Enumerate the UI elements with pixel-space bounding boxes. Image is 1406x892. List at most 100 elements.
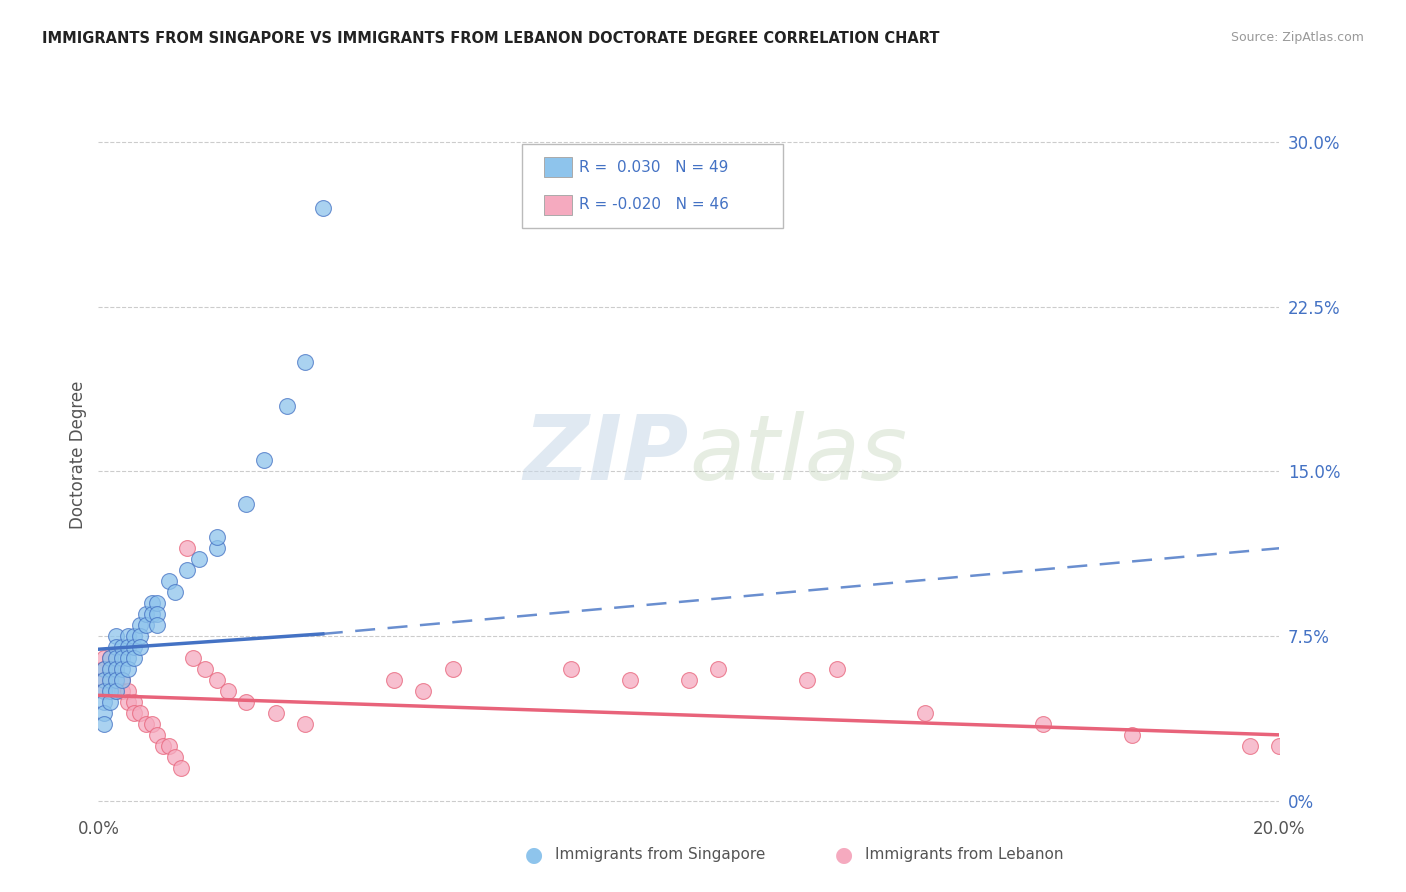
Point — [105, 640, 128, 654]
Text: R =  0.030   N = 49: R = 0.030 N = 49 — [579, 160, 728, 175]
Point — [312, 201, 335, 215]
Point — [111, 640, 134, 654]
Point — [117, 629, 139, 643]
Point — [294, 354, 316, 368]
Point — [1268, 739, 1291, 753]
Point — [128, 706, 150, 720]
Point — [122, 651, 145, 665]
Point — [146, 728, 169, 742]
Point — [122, 706, 145, 720]
Point — [93, 651, 115, 665]
Point — [135, 717, 157, 731]
Text: ZIP: ZIP — [523, 411, 689, 499]
Point — [105, 662, 128, 676]
Point — [707, 662, 730, 676]
Point — [157, 739, 180, 753]
Point — [105, 629, 128, 643]
Text: R = -0.020   N = 46: R = -0.020 N = 46 — [579, 197, 728, 212]
Point — [93, 662, 115, 676]
Point — [294, 717, 316, 731]
Point — [128, 629, 150, 643]
Point — [619, 673, 641, 687]
Point — [194, 662, 217, 676]
Point — [105, 673, 128, 687]
Point — [205, 673, 228, 687]
Point — [105, 651, 128, 665]
Point — [98, 651, 121, 665]
Point — [235, 695, 257, 709]
Point — [264, 706, 287, 720]
Point — [176, 541, 198, 556]
Point — [1032, 717, 1054, 731]
Point — [165, 585, 187, 599]
Text: atlas: atlas — [689, 411, 907, 499]
Point — [276, 399, 298, 413]
Point — [93, 717, 115, 731]
Point — [117, 640, 139, 654]
Point — [1239, 739, 1261, 753]
Point — [117, 662, 139, 676]
Point — [152, 739, 174, 753]
Point — [122, 695, 145, 709]
Point — [825, 662, 848, 676]
Point — [122, 640, 145, 654]
Point — [93, 673, 115, 687]
Point — [170, 761, 193, 775]
Point — [181, 651, 204, 665]
Point — [217, 684, 239, 698]
Text: ●: ● — [835, 845, 852, 864]
Point — [105, 684, 128, 698]
Point — [560, 662, 582, 676]
Y-axis label: Doctorate Degree: Doctorate Degree — [69, 381, 87, 529]
Point — [93, 662, 115, 676]
Point — [187, 552, 209, 566]
Point — [441, 662, 464, 676]
Point — [111, 662, 134, 676]
Point — [105, 684, 128, 698]
Point — [93, 684, 115, 698]
Point — [141, 717, 163, 731]
Point — [111, 673, 134, 687]
Point — [93, 684, 115, 698]
Point — [98, 673, 121, 687]
Point — [93, 673, 115, 687]
Text: Source: ZipAtlas.com: Source: ZipAtlas.com — [1230, 31, 1364, 45]
Point — [128, 640, 150, 654]
Point — [117, 651, 139, 665]
Text: Immigrants from Singapore: Immigrants from Singapore — [555, 847, 766, 862]
Point — [111, 651, 134, 665]
Point — [117, 695, 139, 709]
Point — [412, 684, 434, 698]
Point — [796, 673, 818, 687]
Point — [146, 607, 169, 621]
Point — [253, 453, 276, 467]
Point — [98, 673, 121, 687]
Point — [157, 574, 180, 589]
Point — [122, 629, 145, 643]
Point — [165, 749, 187, 764]
Point — [176, 563, 198, 577]
Point — [128, 618, 150, 632]
Point — [382, 673, 405, 687]
Point — [141, 607, 163, 621]
Point — [135, 618, 157, 632]
Text: Immigrants from Lebanon: Immigrants from Lebanon — [865, 847, 1063, 862]
Point — [205, 530, 228, 544]
Point — [678, 673, 700, 687]
Point — [111, 684, 134, 698]
Point — [111, 673, 134, 687]
Point — [98, 651, 121, 665]
Point — [105, 673, 128, 687]
Point — [914, 706, 936, 720]
Point — [135, 607, 157, 621]
Point — [93, 706, 115, 720]
Point — [205, 541, 228, 556]
Point — [98, 684, 121, 698]
Text: IMMIGRANTS FROM SINGAPORE VS IMMIGRANTS FROM LEBANON DOCTORATE DEGREE CORRELATIO: IMMIGRANTS FROM SINGAPORE VS IMMIGRANTS … — [42, 31, 939, 46]
Point — [1121, 728, 1143, 742]
Point — [117, 684, 139, 698]
Point — [98, 662, 121, 676]
Point — [98, 662, 121, 676]
Point — [146, 596, 169, 610]
Point — [141, 596, 163, 610]
